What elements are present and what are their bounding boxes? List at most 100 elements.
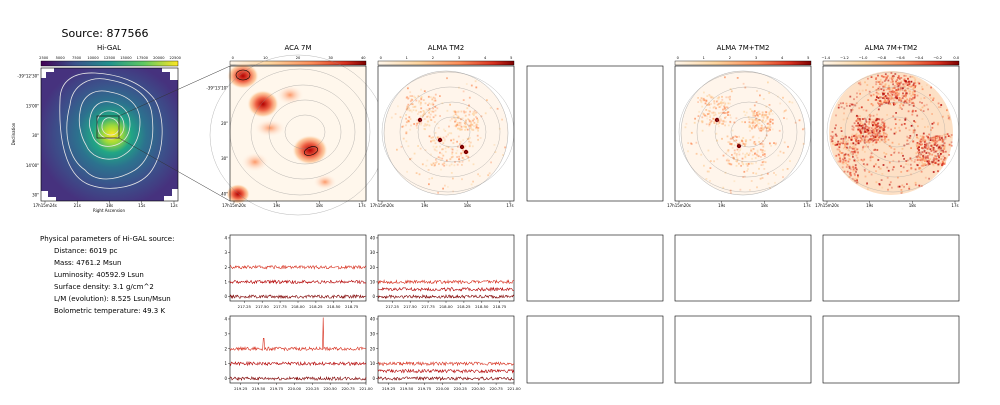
tm2-colorbar-tick: 4 xyxy=(484,56,487,60)
higal-colorbar-ticks: 2500 5000 7500 10000 12500 15000 17500 20000 225… xyxy=(39,56,182,60)
spectrum-y-tick: 0 xyxy=(224,376,227,381)
higal-colorbar xyxy=(40,60,179,67)
aca-y-tick: 40" xyxy=(221,192,228,197)
tm2-colorbar-tick: 1 xyxy=(406,56,408,60)
combo2-colorbar xyxy=(822,60,960,66)
combo1-colorbar-tick: 5 xyxy=(807,56,809,60)
spectrum-y-tick: 40 xyxy=(370,316,376,321)
spectrum-y-tick: 10 xyxy=(370,361,376,366)
spectrum-aca-high: 0 1 2 3 4 219.25 219.50 219.75 220.00 220.25 220.5… xyxy=(224,315,373,391)
spectrum-y-tick: 20 xyxy=(370,265,376,270)
higal-x-tick: 17h15m24s xyxy=(33,203,57,208)
combo1-x-tick: 17s xyxy=(803,203,810,208)
empty-spectrum-2-3 xyxy=(526,315,664,384)
spectrum-x-tick: 220.25 xyxy=(454,386,468,391)
tm2-title: ALMA TM2 xyxy=(428,44,465,52)
combo2-x-tick: 17s xyxy=(951,203,958,208)
combo2-colorbar-tick: 0.0 xyxy=(953,56,959,60)
spectrum-series-line xyxy=(229,360,367,367)
spectrum-series-line xyxy=(377,361,515,367)
higal-x-ticks: 17h15m24s 21s 18s 15s 12s xyxy=(33,201,178,208)
spectrum-y-tick: 4 xyxy=(224,235,227,240)
combo1-panel: ALMA 7M+TM2 0 1 2 3 4 5 17h15m20s 19s 18s 17s xyxy=(667,44,812,208)
param-luminosity: Luminosity: 40592.9 Lsun xyxy=(54,271,144,279)
spectrum-series-line xyxy=(229,279,367,285)
combo2-colorbar-tick: −1.0 xyxy=(859,56,868,60)
spectrum-x-tick: 219.75 xyxy=(418,386,432,391)
param-lm-ratio: L/M (evolution): 8.525 Lsun/Msun xyxy=(54,295,171,303)
spectrum-x-tick: 218.75 xyxy=(493,304,507,309)
spectrum-frame xyxy=(377,315,515,384)
combo2-title: ALMA 7M+TM2 xyxy=(865,44,918,52)
aca-colorbar-tick: 30 xyxy=(328,56,333,60)
spectrum-y-tick: 30 xyxy=(370,250,376,255)
spectrum-x-tick: 218.25 xyxy=(309,304,323,309)
spectrum-series-line xyxy=(229,375,367,382)
spectrum-y-tick: 4 xyxy=(224,316,227,321)
combo1-colorbar-tick: 2 xyxy=(729,56,731,60)
combo1-colorbar-tick: 4 xyxy=(781,56,784,60)
empty-spectrum-1-5 xyxy=(822,234,960,302)
higal-colorbar-tick: 10000 xyxy=(87,56,99,60)
higal-ylabel: Declination xyxy=(11,122,16,145)
combo2-colorbar-tick: −0.4 xyxy=(915,56,924,60)
combo1-colorbar-tick: 0 xyxy=(677,56,680,60)
tm2-colorbar-tick: 2 xyxy=(432,56,434,60)
combo1-colorbar-ticks: 0 1 2 3 4 5 xyxy=(677,56,810,60)
aca-colorbar-ticks: 0 10 20 30 40 xyxy=(232,56,367,60)
combo1-colorbar-tick: 3 xyxy=(755,56,757,60)
aca-y-tick: 20" xyxy=(221,121,228,126)
spectrum-y-tick: 2 xyxy=(224,265,227,270)
combo1-title: ALMA 7M+TM2 xyxy=(717,44,770,52)
higal-colorbar-tick: 15000 xyxy=(120,56,132,60)
spectrum-series-line xyxy=(229,317,367,352)
tm2-emission xyxy=(390,77,506,194)
tm2-colorbar-tick: 3 xyxy=(458,56,460,60)
spectrum-y-tick: 3 xyxy=(224,250,227,255)
spectrum-x-tick: 220.00 xyxy=(436,386,450,391)
spectrum-x-tick: 217.25 xyxy=(386,304,400,309)
higal-colorbar-tick: 12500 xyxy=(104,56,116,60)
higal-y-tick: -39°12'30" xyxy=(17,74,39,79)
higal-xlabel: Right Ascension xyxy=(93,208,125,213)
higal-colorbar-tick: 17500 xyxy=(137,56,149,60)
spectrum-frame xyxy=(377,234,515,302)
tm2-colorbar-tick: 5 xyxy=(510,56,512,60)
empty-spectrum-2-4 xyxy=(674,315,812,384)
combo1-colorbar xyxy=(674,60,812,66)
spectrum-x-tick: 217.75 xyxy=(273,304,287,309)
spectrum-x-tick: 220.75 xyxy=(489,386,503,391)
higal-y-tick: 30" xyxy=(32,133,39,138)
combo2-colorbar-ticks: −1.4 −1.2 −1.0 −0.8 −0.6 −0.4 −0.2 0.0 xyxy=(821,56,959,60)
higal-title: Hi-GAL xyxy=(97,44,121,52)
tm2-x-tick: 19s xyxy=(421,203,428,208)
aca-x-tick: 18s xyxy=(316,203,323,208)
spectrum-x-tick: 217.50 xyxy=(404,304,418,309)
spectrum-x-tick: 218.25 xyxy=(457,304,471,309)
spectrum-y-tick: 2 xyxy=(224,346,227,351)
aca-title: ACA 7M xyxy=(284,44,311,52)
spectrum-y-tick: 3 xyxy=(224,331,227,336)
zoom-line-top xyxy=(118,65,231,117)
spectrum-frame xyxy=(229,234,367,302)
param-distance: Distance: 6019 pc xyxy=(54,247,118,255)
higal-y-tick: 30" xyxy=(32,193,39,198)
tm2-x-tick: 17h15m20s xyxy=(370,203,394,208)
spectrum-x-tick: 221.00 xyxy=(507,386,521,391)
aca-x-ticks: 17h15m20s 19s 18s 17s xyxy=(222,201,366,208)
spectrum-x-tick: 218.50 xyxy=(327,304,341,309)
spectrum-x-tick: 217.25 xyxy=(238,304,252,309)
aca-colorbar-tick: 10 xyxy=(263,56,268,60)
tm2-colorbar xyxy=(377,60,515,66)
aca-y-ticks: -39°13'10" 20" 30" 40" xyxy=(206,86,228,197)
spectrum-series-line xyxy=(229,264,367,270)
combo2-colorbar-tick: −0.2 xyxy=(933,56,942,60)
combo1-x-tick: 19s xyxy=(718,203,725,208)
tm2-panel: ALMA TM2 0 1 2 3 4 5 17h15m20s 19s 18s 17s xyxy=(370,44,515,208)
spectrum-y-tick: 10 xyxy=(370,279,376,284)
aca-emission xyxy=(226,63,337,204)
spectrum-x-tick: 217.50 xyxy=(256,304,270,309)
aca-panel: ACA 7M 0 10 20 30 40 -39°13'10" 20" 30" 40" 17h… xyxy=(206,44,387,216)
spectrum-x-tick: 219.25 xyxy=(234,386,248,391)
combo2-panel: ALMA 7M+TM2 −1.4 −1.2 −1.0 −0.8 −0.6 −0.4 −0.2… xyxy=(815,44,960,208)
